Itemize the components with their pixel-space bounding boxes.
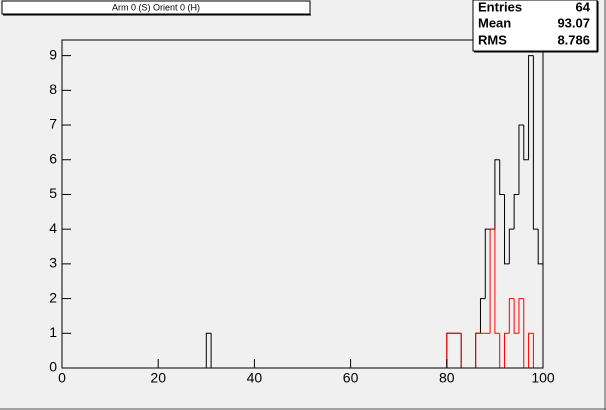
title-box: [1, 0, 311, 15]
histogram-bin: [523, 125, 529, 161]
histogram-bin: [528, 332, 534, 368]
histogram-bin: [513, 193, 519, 230]
y-tick-label: 4: [49, 220, 57, 236]
stats-label: Mean: [478, 15, 511, 30]
stats-value: 93.07: [557, 15, 590, 30]
histogram-bin: [518, 124, 524, 195]
y-tick-label: 3: [49, 255, 57, 271]
stats-value: 8.786: [557, 32, 590, 47]
histogram-bin: [484, 228, 491, 299]
y-tick-label: 7: [49, 116, 57, 132]
stats-label: Entries: [478, 0, 522, 14]
x-tick-label: 40: [247, 370, 263, 386]
y-tick-label: 1: [49, 324, 57, 340]
y-tick-label: 8: [49, 81, 57, 97]
histogram-bin: [513, 298, 519, 334]
frame: [61, 39, 544, 369]
y-tick-label: 0: [49, 359, 57, 375]
histogram-bin: [508, 228, 515, 264]
x-tick-label: 60: [343, 370, 359, 386]
histogram-bin: [518, 298, 524, 334]
title: Arm 0 (S) Orient 0 (H): [112, 2, 200, 12]
histogram-bin: [494, 229, 500, 334]
histogram-bin: [489, 228, 495, 334]
y-tick-label: 5: [49, 185, 57, 201]
y-tick-label: 6: [49, 150, 57, 166]
histogram-bin: [494, 159, 500, 230]
y-tick-label: 9: [49, 46, 57, 62]
histogram-bin: [504, 332, 510, 368]
histogram-bin: [508, 298, 515, 334]
histogram-bin: [475, 332, 481, 368]
histogram-bin: [504, 194, 510, 265]
y-tick-label: 2: [49, 289, 57, 305]
histogram-bin: [205, 332, 212, 368]
stats-value: 64: [576, 0, 591, 14]
x-tick-label: 20: [150, 370, 166, 386]
histogram-bin: [499, 159, 505, 195]
histogram-bin: [532, 55, 539, 230]
x-tick-label: 100: [531, 370, 555, 386]
histogram-bin: [528, 55, 534, 160]
x-tick-label: 80: [439, 370, 455, 386]
stats-box: [472, 0, 598, 52]
stats-label: RMS: [478, 32, 507, 47]
x-tick-label: 0: [58, 370, 66, 386]
histogram-bin: [479, 298, 486, 334]
histogram-bin: [446, 332, 452, 368]
